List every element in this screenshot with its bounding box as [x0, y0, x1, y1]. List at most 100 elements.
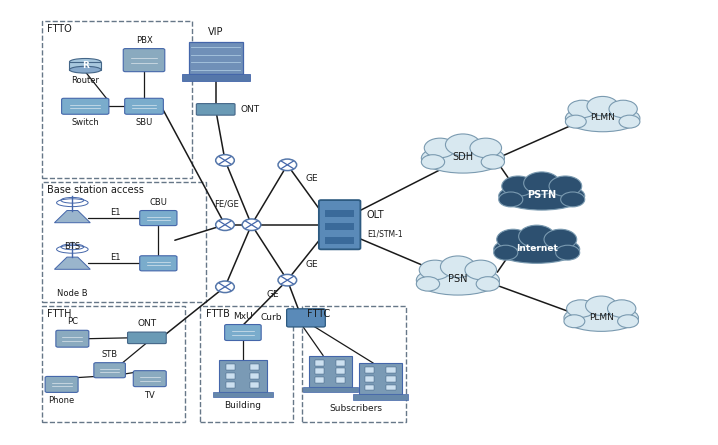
Text: R: R — [82, 61, 89, 70]
Circle shape — [619, 115, 640, 128]
Circle shape — [564, 315, 585, 328]
Text: FTTO: FTTO — [47, 24, 72, 34]
FancyBboxPatch shape — [250, 382, 259, 388]
Text: SBU: SBU — [136, 118, 153, 127]
Text: FTTH: FTTH — [47, 309, 72, 320]
FancyBboxPatch shape — [336, 368, 345, 374]
FancyBboxPatch shape — [123, 49, 165, 72]
Circle shape — [476, 277, 500, 291]
Text: FTTC: FTTC — [307, 309, 331, 320]
Text: Phone: Phone — [49, 396, 75, 405]
Bar — [302, 306, 406, 422]
FancyBboxPatch shape — [319, 200, 360, 249]
Ellipse shape — [499, 182, 584, 210]
Circle shape — [481, 155, 505, 169]
Text: VIP: VIP — [208, 27, 223, 37]
Circle shape — [278, 275, 297, 286]
Circle shape — [465, 260, 497, 280]
FancyBboxPatch shape — [70, 62, 101, 70]
FancyBboxPatch shape — [353, 394, 408, 400]
Circle shape — [587, 97, 618, 116]
Ellipse shape — [70, 58, 101, 65]
FancyBboxPatch shape — [140, 210, 177, 226]
Circle shape — [607, 300, 636, 317]
FancyBboxPatch shape — [225, 373, 235, 379]
FancyBboxPatch shape — [325, 237, 354, 244]
Text: PBX: PBX — [136, 36, 152, 44]
FancyBboxPatch shape — [225, 324, 261, 340]
FancyBboxPatch shape — [386, 384, 396, 390]
Text: TV: TV — [144, 391, 155, 400]
Circle shape — [470, 138, 502, 158]
Circle shape — [617, 315, 638, 328]
FancyBboxPatch shape — [134, 371, 167, 387]
Circle shape — [518, 225, 555, 247]
FancyBboxPatch shape — [218, 360, 267, 392]
Text: Building: Building — [225, 401, 261, 410]
Circle shape — [499, 192, 523, 207]
FancyBboxPatch shape — [45, 376, 78, 392]
Text: FE/GE: FE/GE — [214, 200, 239, 209]
Circle shape — [215, 154, 234, 166]
FancyBboxPatch shape — [365, 376, 374, 382]
Text: PC: PC — [67, 317, 78, 326]
Circle shape — [215, 281, 234, 293]
FancyBboxPatch shape — [250, 373, 259, 379]
Text: E1: E1 — [110, 207, 121, 217]
Text: Switch: Switch — [71, 118, 99, 127]
Bar — [200, 306, 293, 422]
FancyBboxPatch shape — [182, 74, 250, 81]
Ellipse shape — [564, 304, 638, 332]
Text: Internet: Internet — [516, 244, 558, 253]
Circle shape — [586, 296, 617, 316]
FancyBboxPatch shape — [386, 376, 396, 382]
FancyBboxPatch shape — [386, 367, 396, 373]
Polygon shape — [55, 210, 90, 222]
FancyBboxPatch shape — [225, 364, 235, 370]
FancyBboxPatch shape — [325, 223, 354, 231]
Text: MxU: MxU — [233, 312, 253, 320]
Text: GE: GE — [305, 174, 317, 183]
FancyBboxPatch shape — [303, 387, 358, 392]
Ellipse shape — [565, 105, 640, 132]
Text: Subscribers: Subscribers — [329, 405, 382, 413]
FancyBboxPatch shape — [128, 332, 167, 344]
Circle shape — [609, 100, 638, 118]
FancyBboxPatch shape — [125, 98, 164, 114]
Circle shape — [549, 176, 582, 196]
FancyBboxPatch shape — [314, 377, 324, 383]
Bar — [42, 306, 185, 422]
Ellipse shape — [421, 143, 505, 173]
FancyBboxPatch shape — [225, 382, 235, 388]
FancyBboxPatch shape — [94, 363, 126, 378]
Circle shape — [215, 219, 234, 231]
Circle shape — [556, 245, 579, 260]
Circle shape — [416, 277, 439, 291]
Circle shape — [523, 172, 560, 194]
Text: GE: GE — [266, 290, 279, 299]
FancyBboxPatch shape — [325, 210, 354, 217]
FancyBboxPatch shape — [365, 384, 374, 390]
Ellipse shape — [494, 235, 579, 263]
Text: PLMN: PLMN — [590, 113, 615, 122]
FancyBboxPatch shape — [359, 363, 402, 394]
Text: CBU: CBU — [149, 198, 167, 206]
Circle shape — [421, 155, 444, 169]
Text: BTS: BTS — [65, 243, 80, 251]
FancyBboxPatch shape — [196, 104, 235, 115]
FancyBboxPatch shape — [286, 309, 325, 327]
FancyBboxPatch shape — [309, 356, 352, 387]
Circle shape — [419, 260, 451, 280]
Text: STB: STB — [101, 350, 118, 359]
FancyBboxPatch shape — [56, 330, 89, 347]
FancyBboxPatch shape — [336, 377, 345, 383]
Text: FTTB: FTTB — [205, 309, 230, 320]
Bar — [42, 20, 192, 178]
FancyBboxPatch shape — [213, 392, 273, 397]
Circle shape — [497, 229, 529, 250]
FancyBboxPatch shape — [314, 368, 324, 374]
FancyBboxPatch shape — [250, 364, 259, 370]
Text: E1: E1 — [110, 253, 121, 262]
Circle shape — [494, 245, 518, 260]
Text: PLMN: PLMN — [589, 312, 614, 322]
